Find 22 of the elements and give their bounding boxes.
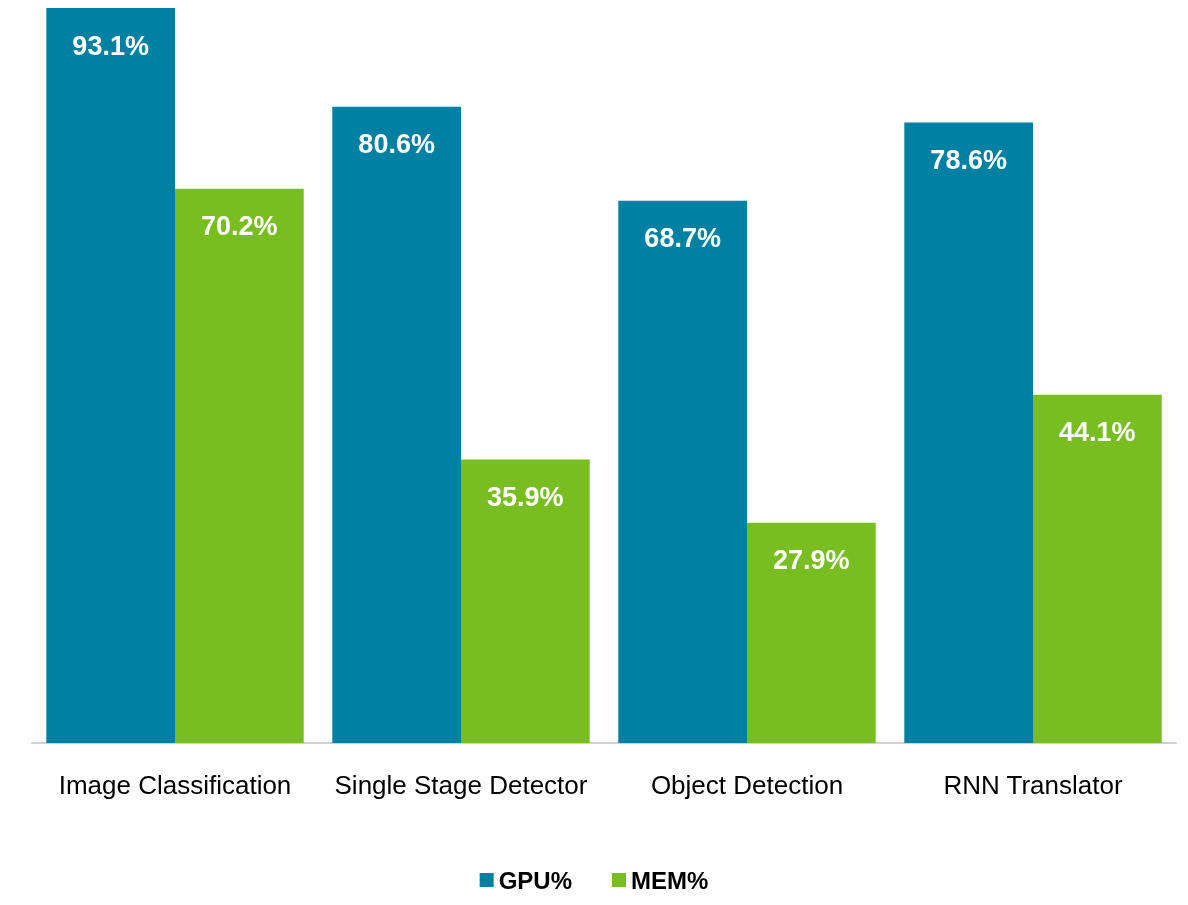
bar [46, 8, 175, 743]
bar [1033, 394, 1162, 743]
x-tick-label: Image Classification [58, 770, 292, 800]
legend-label: MEM% [631, 866, 709, 894]
data-label: 80.6% [358, 129, 435, 160]
legend-label: GPU% [498, 866, 573, 894]
data-label: 70.2% [201, 211, 278, 242]
data-label: 93.1% [72, 30, 149, 61]
data-label: 27.9% [773, 545, 850, 576]
bar [618, 200, 747, 743]
bar [332, 106, 461, 743]
bar [175, 188, 304, 743]
bar [461, 459, 590, 743]
bar [747, 522, 876, 743]
x-tick-label: RNN Translator [943, 770, 1123, 800]
data-label: 35.9% [487, 482, 564, 513]
x-tick-label: Object Detection [650, 770, 844, 800]
x-tick-label: Single Stage Detector [334, 770, 588, 800]
data-label: 78.6% [930, 144, 1007, 175]
bar [904, 122, 1033, 743]
data-label: 68.7% [644, 223, 721, 254]
data-label: 44.1% [1059, 417, 1136, 448]
